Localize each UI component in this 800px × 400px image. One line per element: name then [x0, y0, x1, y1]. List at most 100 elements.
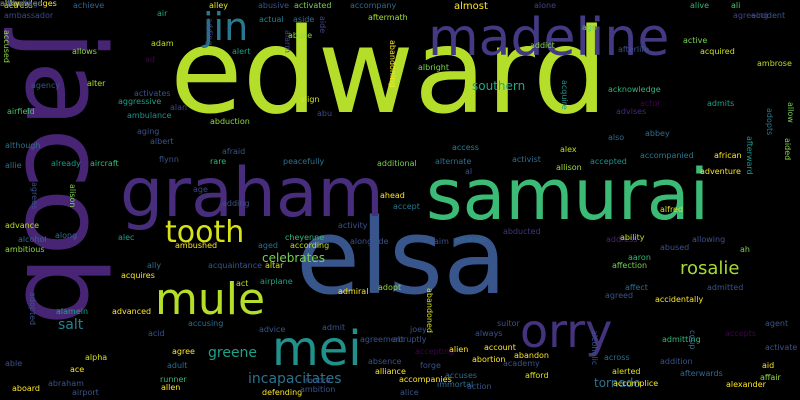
word-actually: actually	[0, 0, 32, 8]
word-accused: accused	[2, 30, 11, 63]
word-african: african	[714, 151, 742, 160]
word-accomplice: accomplice	[613, 379, 659, 388]
word-admitting: admitting	[662, 335, 701, 344]
word-action: action	[467, 382, 492, 391]
word-ago: ago	[582, 23, 597, 32]
word-aaron: aaron	[628, 253, 651, 262]
word-admits: admits	[707, 99, 735, 108]
word-accuses: accuses	[445, 371, 478, 380]
word-ambushed: ambushed	[175, 241, 218, 250]
word-alter: alter	[87, 79, 106, 88]
word-always: always	[475, 329, 503, 338]
word-allow: allow	[786, 102, 795, 123]
word-elsa: elsa	[296, 196, 507, 318]
word-aging: aging	[137, 127, 160, 136]
word-allows: allows	[72, 47, 97, 56]
word-academy: academy	[503, 359, 540, 368]
word-alamein: alamein	[56, 307, 89, 316]
word-admit: admit	[322, 323, 346, 332]
word-accusing: accusing	[188, 319, 224, 328]
word-immortal: immortal	[437, 380, 474, 389]
word-alcoholic: alcoholic	[590, 330, 599, 366]
word-rosalie: rosalie	[680, 258, 740, 279]
word-already: already	[51, 159, 81, 168]
word-ace: ace	[70, 365, 85, 374]
word-advance: advance	[5, 221, 40, 230]
word-ability: ability	[620, 233, 645, 242]
word-aided: aided	[783, 138, 792, 161]
word-graham: graham	[120, 154, 384, 233]
word-almost: almost	[454, 1, 488, 12]
word-alliance: alliance	[375, 367, 406, 376]
word-edward: edward	[170, 2, 608, 140]
word-advanced: advanced	[112, 307, 152, 316]
word-across: across	[604, 353, 630, 362]
word-accompany: accompany	[350, 1, 397, 10]
word-advantage: advantage	[0, 0, 43, 8]
word-orry: orry	[520, 304, 613, 358]
word-aftermath: aftermath	[368, 13, 408, 22]
word-suitor: suitor	[497, 319, 520, 328]
word-afford: afford	[525, 371, 549, 380]
word-defending: defending	[262, 388, 303, 397]
word-adventure: adventure	[700, 167, 741, 176]
word-airfield: airfield	[7, 107, 35, 116]
word-abuse: abuse	[288, 31, 313, 40]
word-albright: albright	[418, 63, 449, 72]
word-ambrose: ambrose	[757, 59, 792, 68]
word-acknowledges: acknowledges	[0, 0, 57, 8]
word-agent: agent	[765, 319, 789, 328]
word-abandon: abandon	[514, 351, 549, 360]
word-alone: alone	[534, 1, 557, 10]
word-abduction: abduction	[210, 117, 250, 126]
word-airport: airport	[72, 388, 99, 397]
word-actress: actress	[4, 1, 33, 10]
word-activate: activate	[765, 343, 798, 352]
word-afterward: afterward	[745, 136, 754, 175]
word-adding: adding	[205, 18, 214, 46]
word-advice: advice	[259, 325, 286, 334]
word-peacefully: peacefully	[283, 157, 325, 166]
word-altar: altar	[265, 261, 284, 270]
word-actor: actor	[640, 99, 661, 108]
word-aim: aim	[434, 237, 449, 246]
word-agency: agency	[31, 81, 61, 90]
word-runner: runner	[160, 375, 187, 384]
word-agree: agree	[172, 347, 195, 356]
word-southern: southern	[472, 79, 526, 93]
word-adding: adding	[222, 199, 250, 208]
word-admitted: admitted	[707, 283, 744, 292]
word-abusive: abusive	[258, 1, 290, 10]
word-alan: alan	[170, 103, 188, 112]
word-adopts: adopts	[765, 108, 774, 136]
word-abraham: abraham	[48, 379, 84, 388]
word-allie: allie	[5, 161, 22, 170]
word-abby: abby	[0, 0, 20, 8]
word-abruptly: abruptly	[393, 335, 427, 344]
word-account: account	[484, 343, 516, 352]
word-address: address	[606, 235, 638, 244]
word-afraid: afraid	[222, 147, 246, 156]
word-tornado: tornado	[594, 376, 641, 390]
word-alec: alec	[118, 233, 135, 242]
word-accept: accept	[393, 202, 420, 211]
word-acid: acid	[148, 329, 165, 338]
word-aid: aid	[762, 361, 775, 370]
word-absence: absence	[368, 357, 402, 366]
word-addict: addict	[530, 41, 555, 50]
word-accompanies: accompanies	[399, 375, 452, 384]
word-allison: allison	[556, 163, 582, 172]
word-abbey: abbey	[645, 129, 670, 138]
word-accepted: accepted	[590, 157, 627, 166]
word-albert: albert	[150, 137, 174, 146]
word-addition: addition	[660, 357, 693, 366]
word-allowing: allowing	[692, 235, 726, 244]
word-adopt: adopt	[378, 283, 402, 292]
word-alley: alley	[209, 1, 229, 10]
word-abu: abu	[317, 109, 333, 118]
word-madeline: madeline	[428, 8, 670, 68]
word-activity: activity	[338, 221, 368, 230]
word-affair: affair	[760, 373, 781, 382]
word-air: air	[157, 9, 168, 18]
